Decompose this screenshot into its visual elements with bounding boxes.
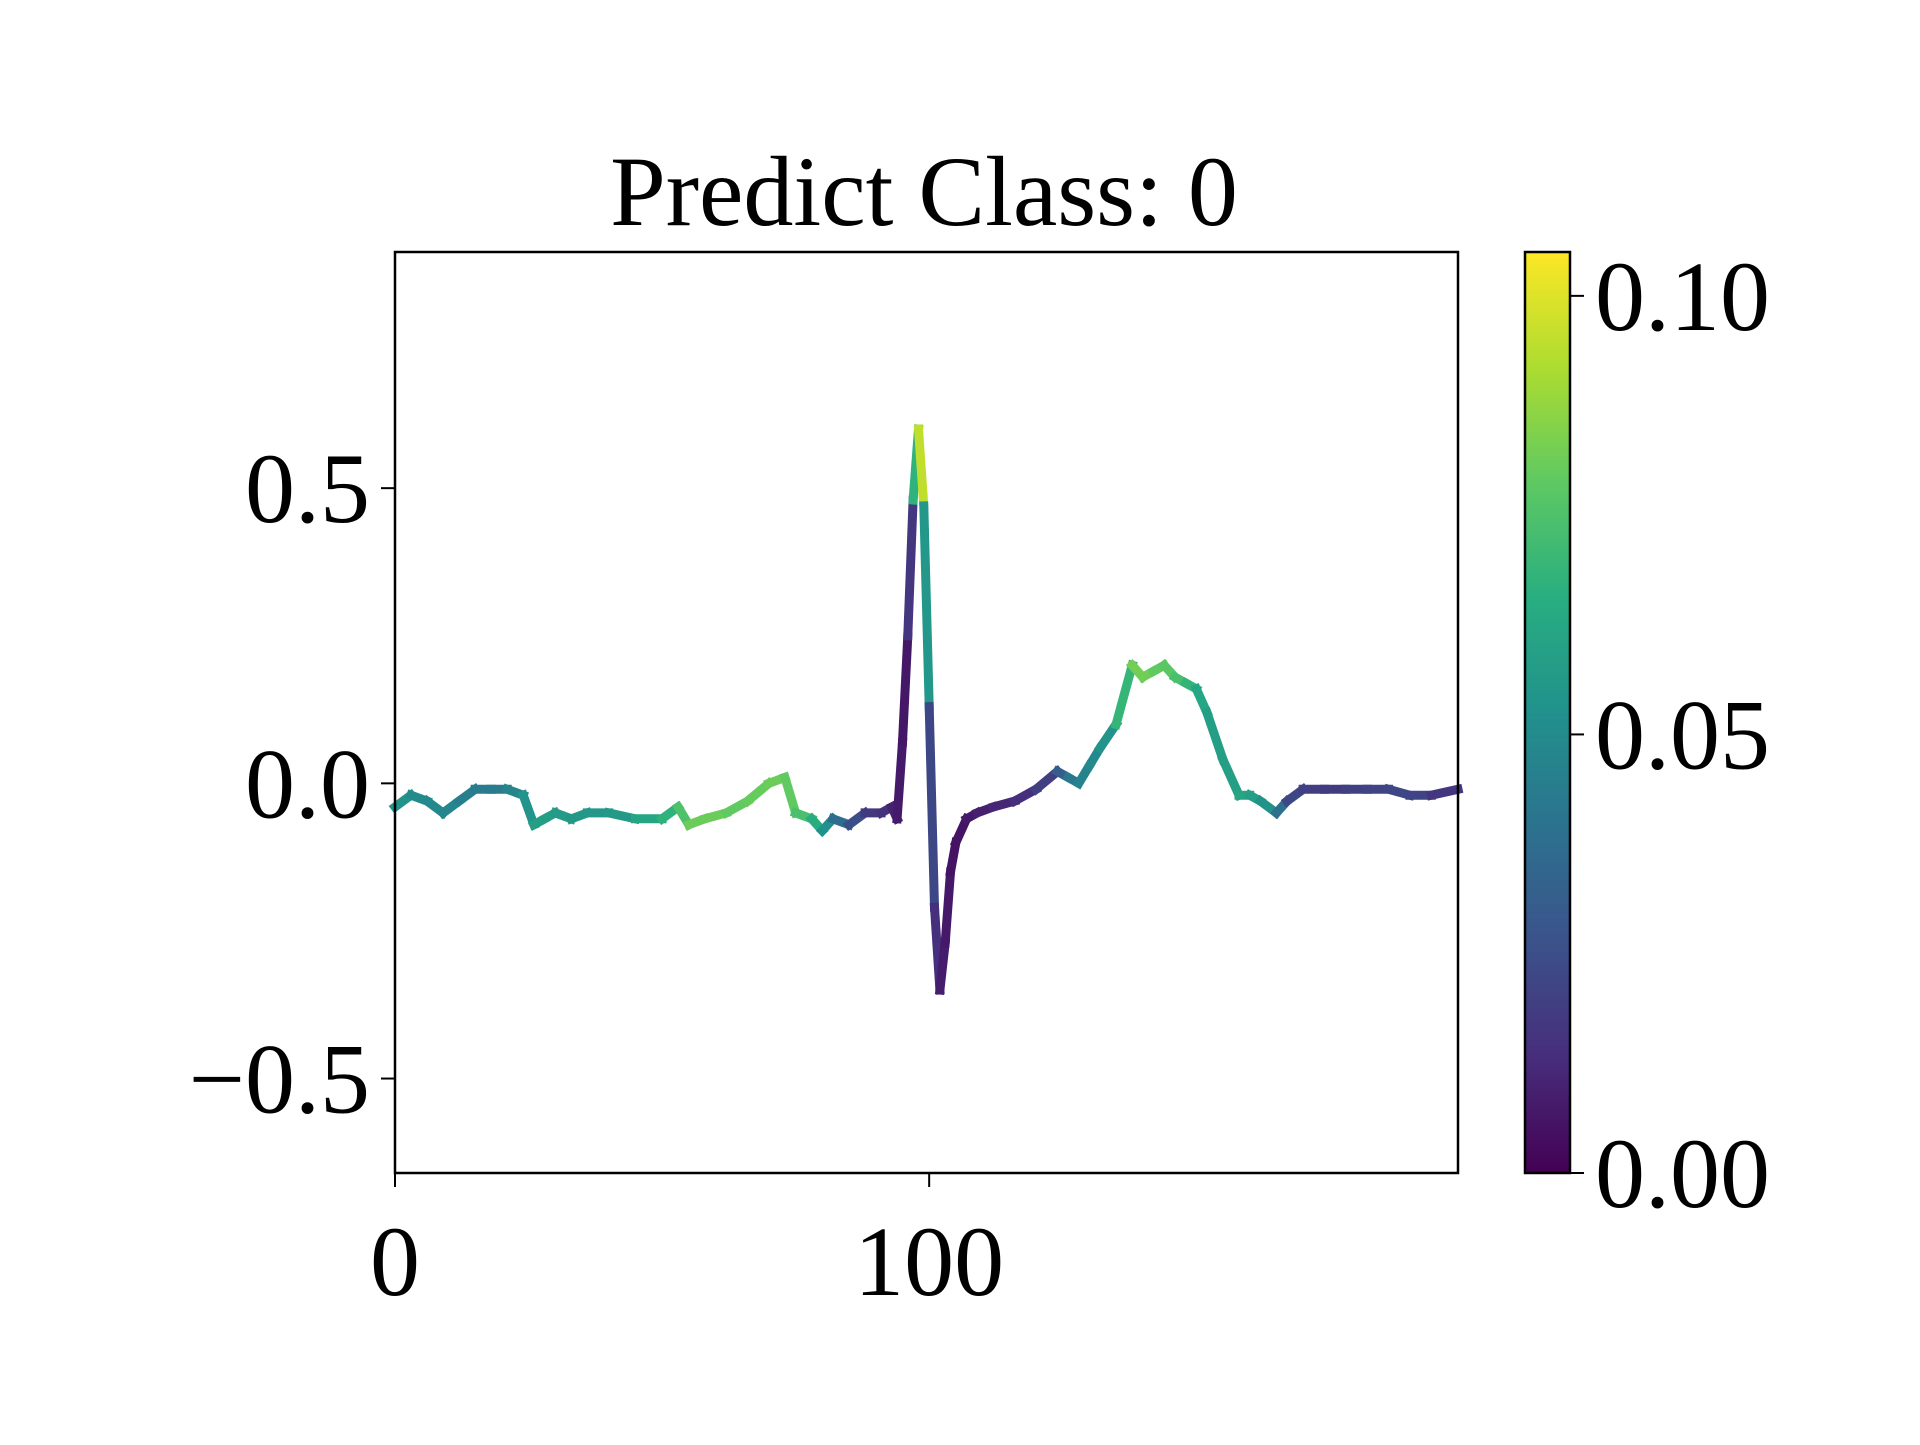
line-segment — [1110, 659, 1138, 730]
x-tick-label: 0 — [370, 1206, 420, 1317]
line-segment — [919, 501, 934, 712]
x-tick-label: 100 — [854, 1206, 1004, 1317]
line-segment — [1201, 706, 1229, 766]
y-tick-label: 0.0 — [245, 728, 370, 839]
colorbar-tick-label: 0.05 — [1595, 679, 1770, 790]
y-axis: −0.5 0.0 0.5 — [189, 433, 395, 1135]
chart-title: Predict Class: 0 — [610, 136, 1238, 247]
line-segment — [913, 424, 929, 511]
colorbar — [1525, 252, 1570, 1173]
y-tick-label: 0.5 — [245, 433, 370, 544]
y-tick-label: −0.5 — [189, 1024, 370, 1135]
line-segment — [1425, 783, 1464, 801]
axes-frame — [393, 250, 1460, 1175]
line-segment — [903, 495, 918, 641]
colorbar-frame — [1523, 250, 1572, 1175]
line-segment — [892, 737, 908, 824]
line-segment — [517, 789, 540, 831]
line-segment — [940, 867, 956, 948]
colorbar-tick-label: 0.00 — [1595, 1118, 1770, 1229]
colorbar-tick-label: 0.10 — [1595, 241, 1770, 352]
line-segment — [924, 701, 940, 912]
line-segment — [1217, 753, 1245, 802]
line-segment — [779, 771, 802, 819]
x-axis: 0 100 — [370, 1173, 1004, 1317]
colorbar-axis: 0.00 0.05 0.10 — [1570, 241, 1770, 1229]
plot-area — [388, 424, 1464, 995]
line-segment — [945, 837, 962, 878]
line-segment — [934, 937, 951, 995]
line-segment — [897, 631, 913, 747]
